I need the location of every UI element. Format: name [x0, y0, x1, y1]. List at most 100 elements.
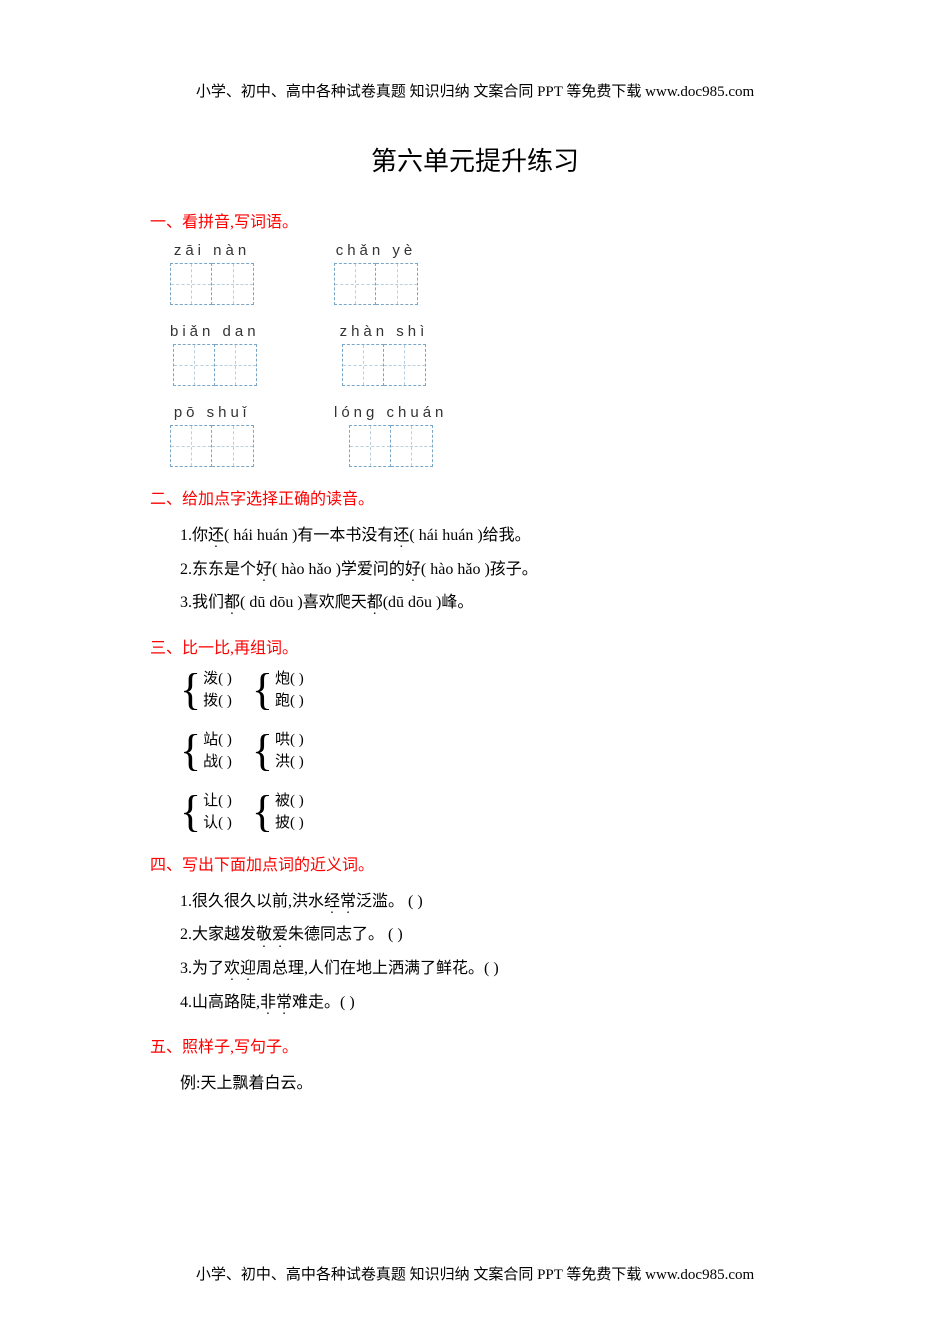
tian-box [384, 344, 426, 386]
dotted-char: 都 [224, 586, 240, 620]
section-2-body: 1.你还( hái huán )有一本书没有还( hái huán )给我。2.… [180, 519, 800, 620]
pinyin-row: biǎn dan zhàn shì [170, 323, 800, 386]
section-2-head: 二、给加点字选择正确的读音。 [150, 485, 800, 509]
page-title: 第六单元提升练习 [150, 141, 800, 178]
pinyin-row: pō shuǐ lóng chuán [170, 404, 800, 467]
tian-box [376, 263, 418, 305]
pinyin-item: pō shuǐ [170, 404, 254, 467]
question-line: 3.我们都( dū dōu )喜欢爬天都(dū dōu )峰。 [180, 586, 800, 620]
tian-box [391, 425, 433, 467]
section-4-body: 1.很久很久以前,洪水经常泛滥。 ( )2.大家越发敬爱朱德同志了。 ( )3.… [180, 885, 800, 1019]
pinyin-label: lóng chuán [334, 404, 447, 421]
writing-boxes [334, 263, 418, 305]
dotted-char: 还 [208, 519, 224, 553]
pair-bottom: 拨( ) [203, 690, 232, 713]
compare-row: {泼( )拨( ){炮( )跑( ) [180, 668, 800, 713]
pinyin-item: biǎn dan [170, 323, 260, 386]
writing-boxes [173, 344, 257, 386]
pair-bottom: 跑( ) [275, 690, 304, 713]
compare-group: {炮( )跑( ) [252, 668, 304, 713]
tian-box [170, 263, 212, 305]
pinyin-row: zāi nàn chǎn yè [170, 242, 800, 305]
tian-box [215, 344, 257, 386]
pair-top: 被( ) [275, 790, 304, 813]
dotted-char: 好 [256, 553, 272, 587]
char-pair: 泼( )拨( ) [203, 668, 232, 713]
pair-bottom: 认( ) [203, 812, 232, 835]
pair-bottom: 披( ) [275, 812, 304, 835]
pair-top: 哄( ) [275, 729, 304, 752]
pinyin-label: pō shuǐ [174, 404, 250, 421]
dotted-char: 爱 [272, 918, 288, 952]
page-footer: 小学、初中、高中各种试卷真题 知识归纳 文案合同 PPT 等免费下载 www.d… [0, 1263, 950, 1284]
dotted-char: 常 [276, 986, 292, 1020]
pinyin-label: zhàn shì [340, 323, 429, 340]
pinyin-label: zāi nàn [174, 242, 250, 259]
compare-group: {泼( )拨( ) [180, 668, 232, 713]
dotted-char: 还 [393, 519, 409, 553]
pinyin-grid: zāi nàn chǎn yè biǎn dan zhàn shì pō shuǐ lón… [170, 242, 800, 467]
section-5-head: 五、照样子,写句子。 [150, 1033, 800, 1057]
tian-box [212, 425, 254, 467]
section-3-head: 三、比一比,再组词。 [150, 634, 800, 658]
pinyin-item: lóng chuán [334, 404, 447, 467]
compare-block: {泼( )拨( ){炮( )跑( ){站( )战( ){哄( )洪( ){让( … [180, 668, 800, 835]
compare-row: {站( )战( ){哄( )洪( ) [180, 729, 800, 774]
pinyin-item: zhàn shì [340, 323, 429, 386]
question-line: 1.很久很久以前,洪水经常泛滥。 ( ) [180, 885, 800, 919]
section-4-head: 四、写出下面加点词的近义词。 [150, 851, 800, 875]
dotted-char: 迎 [240, 952, 256, 986]
pinyin-label: chǎn yè [336, 242, 417, 259]
writing-boxes [170, 425, 254, 467]
dotted-char: 都 [367, 586, 383, 620]
compare-group: {哄( )洪( ) [252, 729, 304, 774]
compare-row: {让( )认( ){被( )披( ) [180, 790, 800, 835]
pair-bottom: 洪( ) [275, 751, 304, 774]
pinyin-item: zāi nàn [170, 242, 254, 305]
compare-group: {让( )认( ) [180, 790, 232, 835]
brace-icon: { [180, 729, 201, 773]
pinyin-item: chǎn yè [334, 242, 418, 305]
tian-box [334, 263, 376, 305]
pair-top: 让( ) [203, 790, 232, 813]
char-pair: 炮( )跑( ) [275, 668, 304, 713]
writing-boxes [342, 344, 426, 386]
question-line: 3.为了欢迎周总理,人们在地上洒满了鲜花。( ) [180, 952, 800, 986]
dotted-char: 常 [340, 885, 356, 919]
brace-icon: { [180, 790, 201, 834]
dotted-char: 非 [260, 986, 276, 1020]
section-1-head: 一、看拼音,写词语。 [150, 208, 800, 232]
tian-box [170, 425, 212, 467]
pinyin-label: biǎn dan [170, 323, 260, 340]
tian-box [173, 344, 215, 386]
pair-top: 炮( ) [275, 668, 304, 691]
brace-icon: { [252, 668, 273, 712]
brace-icon: { [252, 790, 273, 834]
pair-top: 站( ) [203, 729, 232, 752]
char-pair: 被( )披( ) [275, 790, 304, 835]
compare-group: {被( )披( ) [252, 790, 304, 835]
question-line: 2.大家越发敬爱朱德同志了。 ( ) [180, 918, 800, 952]
char-pair: 哄( )洪( ) [275, 729, 304, 774]
section-5-example: 例:天上飘着白云。 [180, 1067, 800, 1101]
question-line: 2.东东是个好( hào hǎo )学爱问的好( hào hǎo )孩子。 [180, 553, 800, 587]
tian-box [349, 425, 391, 467]
char-pair: 站( )战( ) [203, 729, 232, 774]
writing-boxes [349, 425, 433, 467]
pair-bottom: 战( ) [203, 751, 232, 774]
compare-group: {站( )战( ) [180, 729, 232, 774]
tian-box [212, 263, 254, 305]
writing-boxes [170, 263, 254, 305]
question-line: 4.山高路陡,非常难走。( ) [180, 986, 800, 1020]
brace-icon: { [180, 668, 201, 712]
brace-icon: { [252, 729, 273, 773]
dotted-char: 敬 [256, 918, 272, 952]
page-header: 小学、初中、高中各种试卷真题 知识归纳 文案合同 PPT 等免费下载 www.d… [150, 80, 800, 101]
char-pair: 让( )认( ) [203, 790, 232, 835]
question-line: 1.你还( hái huán )有一本书没有还( hái huán )给我。 [180, 519, 800, 553]
dotted-char: 欢 [224, 952, 240, 986]
dotted-char: 经 [324, 885, 340, 919]
tian-box [342, 344, 384, 386]
pair-top: 泼( ) [203, 668, 232, 691]
dotted-char: 好 [405, 553, 421, 587]
